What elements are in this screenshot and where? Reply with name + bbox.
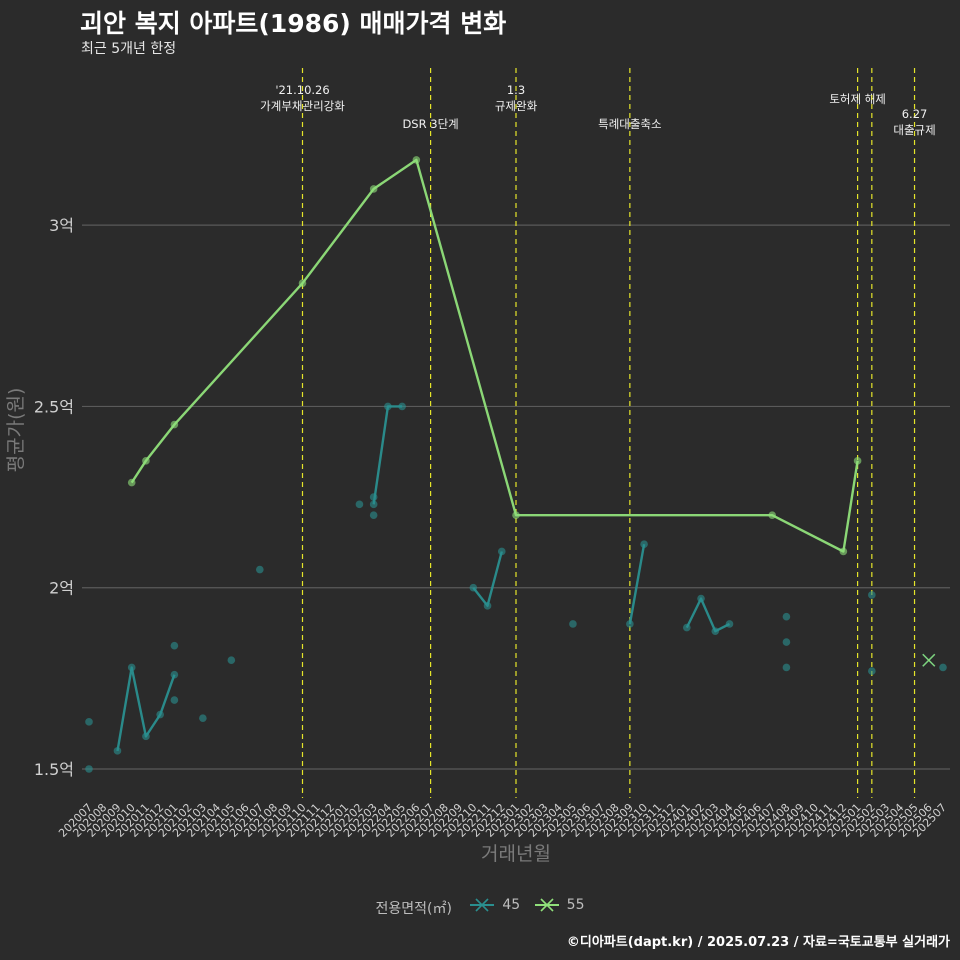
data-point-55	[853, 457, 862, 465]
data-point-45	[156, 710, 164, 719]
data-point-45	[255, 565, 264, 574]
event-label: DSR 3단계	[402, 117, 458, 131]
data-point-45	[782, 638, 791, 646]
data-point-55	[369, 185, 378, 193]
y-tick-label: 3억	[49, 216, 74, 235]
data-point-55	[127, 478, 136, 487]
data-point-45	[939, 663, 947, 672]
legend: 전용면적(㎡) 45 55	[0, 897, 960, 918]
series-line-45	[372, 405, 403, 505]
series-line-45	[628, 543, 646, 625]
y-tick-label: 1.5억	[34, 760, 74, 779]
data-point-45	[199, 714, 207, 723]
legend-label-55: 55	[566, 897, 585, 913]
data-point-45	[170, 670, 179, 679]
series-line-45	[685, 597, 731, 633]
data-point-45	[227, 656, 236, 665]
data-point-45	[369, 493, 378, 501]
y-tick-label: 2억	[49, 579, 74, 598]
data-point-55	[298, 279, 307, 287]
data-point-45	[497, 547, 506, 556]
data-point-45	[569, 620, 577, 628]
data-point-45	[85, 765, 93, 773]
data-point-45	[85, 718, 93, 726]
data-point-45	[113, 747, 122, 755]
data-point-45	[697, 594, 705, 603]
event-label: '21.10.26	[275, 83, 329, 97]
data-point-45	[483, 602, 492, 610]
data-point-45	[782, 663, 791, 672]
legend-swatch-55	[534, 898, 559, 912]
data-point-45	[640, 540, 648, 549]
data-point-45	[868, 667, 876, 675]
event-label: 대출규제	[893, 123, 935, 137]
data-point-45	[355, 500, 364, 509]
chart-subtitle: 최근 5개년 한정	[81, 41, 177, 57]
event-label: 1.3	[507, 83, 525, 97]
data-point-45	[170, 696, 179, 704]
data-point-45	[683, 623, 691, 632]
y-axis-title: 평균가(원)	[5, 388, 27, 473]
data-point-45	[170, 641, 179, 650]
data-point-45	[384, 402, 392, 411]
footer-credit: ©디아파트(dapt.kr) / 2025.07.23 / 자료=국토교통부 실…	[566, 935, 950, 950]
data-point-55	[170, 420, 179, 429]
legend-swatch-45	[470, 898, 495, 912]
data-point-45	[369, 511, 378, 520]
data-point-45	[469, 583, 478, 592]
data-point-55	[768, 511, 776, 520]
series-line-45	[472, 551, 503, 607]
event-label: 토허제 해제	[829, 92, 886, 106]
data-point-45	[127, 663, 136, 672]
event-label: 6.27	[902, 107, 928, 121]
event-label: 가계부채관리강화	[260, 99, 345, 113]
legend-item-45: 45	[468, 897, 520, 913]
x-axis-title: 거래년월	[481, 843, 551, 865]
event-label: 특례대출축소	[598, 117, 661, 131]
data-point-55	[412, 156, 421, 164]
data-point-45	[369, 500, 378, 509]
legend-item-55: 55	[533, 897, 585, 913]
data-point-45	[142, 732, 150, 741]
data-point-45	[398, 402, 406, 411]
chart-title: 괴안 복지 아파트(1986) 매매가격 변화	[80, 9, 507, 38]
data-point-45	[782, 612, 791, 621]
y-tick-label: 2.5억	[34, 397, 74, 416]
cross-marker-55	[922, 653, 936, 667]
data-point-45	[725, 620, 734, 628]
legend-title: 전용면적(㎡)	[375, 901, 452, 917]
legend-label-45: 45	[502, 897, 521, 913]
event-label: 규제완화	[495, 99, 538, 113]
data-point-45	[711, 627, 720, 636]
chart-svg: 1.5억2억2.5억3억평균가(원)2020072020082020092020…	[5, 68, 950, 865]
data-point-55	[142, 457, 150, 465]
data-point-45	[868, 591, 876, 599]
data-point-45	[626, 620, 634, 628]
series-line-55	[130, 158, 859, 553]
data-point-55	[839, 547, 848, 556]
data-point-55	[512, 511, 520, 520]
